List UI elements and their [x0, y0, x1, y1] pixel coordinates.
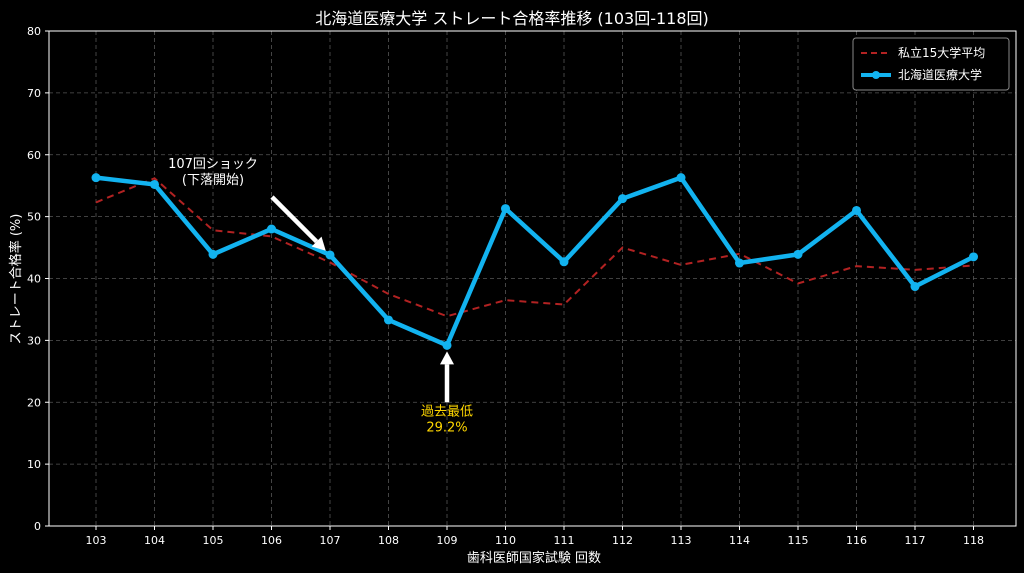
x-tick-label: 110: [495, 534, 516, 547]
y-tick-label: 30: [27, 334, 41, 347]
data-point: [618, 194, 627, 204]
data-point: [735, 258, 744, 268]
legend-marker-school: [872, 71, 880, 79]
x-tick-label: 105: [203, 534, 224, 547]
annotation-arrow-head: [311, 236, 326, 251]
x-tick-label: 107: [320, 534, 341, 547]
x-tick-label: 113: [671, 534, 692, 547]
data-point: [325, 250, 335, 260]
x-axis-label: 歯科医師国家試験 回数: [467, 550, 601, 566]
y-tick-label: 20: [27, 396, 41, 409]
series-school: [91, 173, 978, 350]
y-axis-ticks: 0 10 20 30 40 50 60 70 80: [27, 25, 49, 533]
y-tick-label: 40: [27, 273, 41, 286]
annotation-arrow-head: [440, 351, 454, 365]
x-tick-label: 103: [86, 534, 107, 547]
y-tick-label: 80: [27, 25, 41, 38]
annotation-text: (下落開始): [182, 173, 244, 188]
x-tick-label: 117: [905, 534, 926, 547]
legend: 私立15大学平均 北海道医療大学: [852, 37, 1010, 91]
x-tick-label: 112: [612, 534, 633, 547]
x-tick-label: 115: [788, 534, 809, 547]
y-tick-label: 50: [27, 211, 41, 224]
series-layer: [91, 173, 978, 350]
annotation-text: 107回ショック: [168, 157, 258, 172]
x-tick-label: 108: [378, 534, 399, 547]
x-tick-label: 116: [846, 534, 867, 547]
series-line: [95, 177, 974, 318]
y-tick-label: 10: [27, 458, 41, 471]
data-point: [384, 315, 393, 325]
annotation-text: 過去最低: [421, 404, 473, 419]
y-axis-label: ストレート合格率 (%): [8, 214, 24, 345]
x-tick-label: 109: [437, 534, 458, 547]
y-tick-label: 0: [34, 520, 41, 533]
annotation-text: 29.2%: [426, 420, 467, 435]
series-average: [95, 177, 974, 318]
data-point: [208, 249, 218, 259]
legend-label-school: 北海道医療大学: [898, 67, 982, 82]
data-point: [852, 205, 861, 215]
data-point: [969, 252, 978, 262]
x-axis-ticks: 103 104 105 106 107 108 109 110 111 112 113 114 115 1…: [86, 526, 984, 547]
x-tick-label: 114: [729, 534, 750, 547]
data-point: [793, 249, 803, 259]
y-tick-label: 70: [27, 87, 41, 100]
data-point: [676, 173, 686, 183]
annotation-arrow-shaft: [270, 195, 319, 244]
data-point: [559, 257, 569, 267]
x-tick-label: 106: [261, 534, 282, 547]
series-line: [95, 175, 975, 348]
x-tick-label: 118: [963, 534, 984, 547]
annotation-shock: 107回ショック(下落開始): [168, 157, 326, 251]
legend-label-average: 私立15大学平均: [898, 45, 985, 60]
chart-title: 北海道医療大学 ストレート合格率推移 (103回-118回): [315, 9, 709, 28]
x-tick-label: 111: [554, 534, 575, 547]
y-tick-label: 60: [27, 149, 41, 162]
data-point: [501, 204, 510, 214]
x-tick-label: 104: [144, 534, 165, 547]
legend-box: [852, 37, 1010, 91]
data-point: [442, 340, 452, 350]
data-point: [150, 179, 159, 189]
data-point: [91, 173, 101, 183]
data-point: [267, 224, 276, 234]
data-point: [910, 282, 920, 292]
